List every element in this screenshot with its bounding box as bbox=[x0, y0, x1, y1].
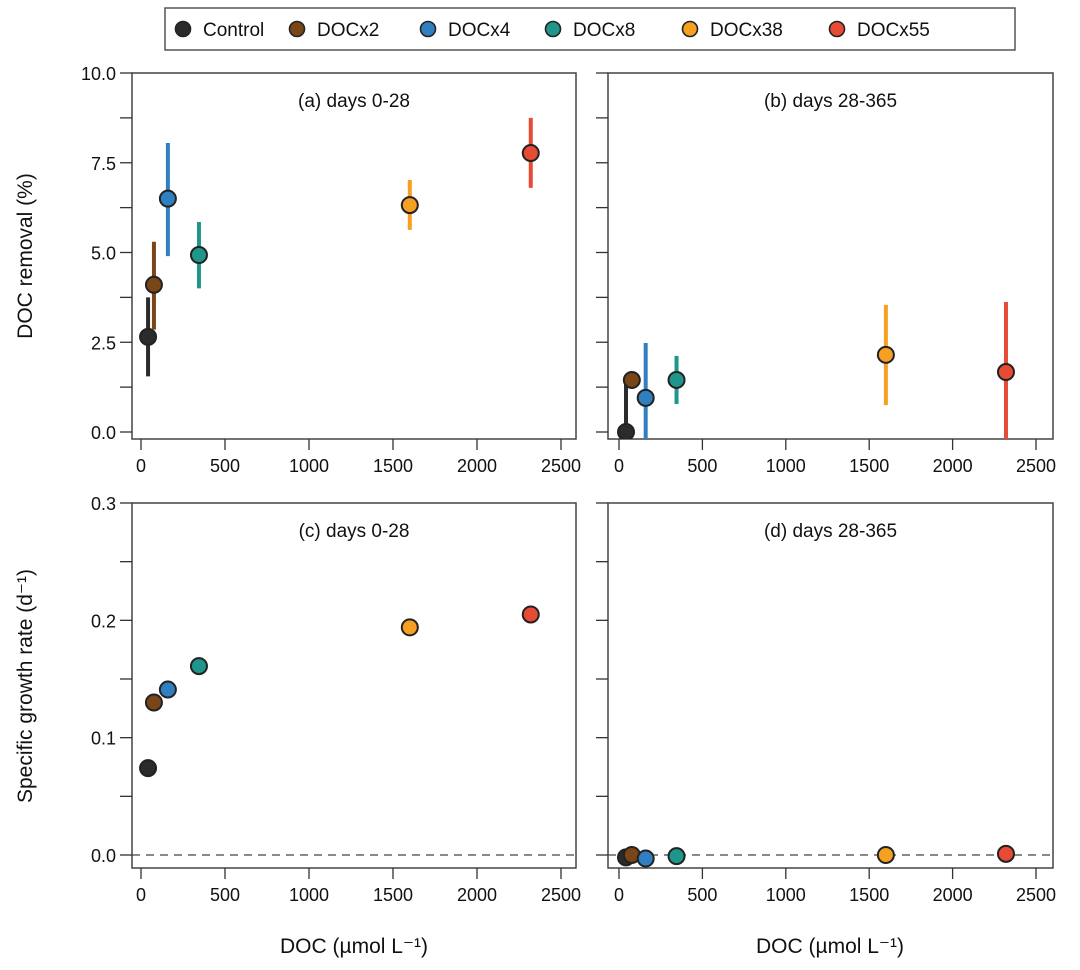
panel-title: (d) days 28-365 bbox=[764, 521, 897, 542]
x-tick-label: 0 bbox=[136, 885, 146, 905]
legend-item-control: Control bbox=[174, 20, 264, 41]
x-tick-label: 500 bbox=[210, 456, 240, 476]
x-tick-label: 2000 bbox=[457, 456, 497, 476]
point-docx55 bbox=[996, 363, 1015, 382]
x-axis-title-left: DOC (µmol L⁻¹) bbox=[280, 935, 428, 958]
panel-a: (a) days 0-28 0 500 1000 1500 2000 2500 0.0 2.5 5… bbox=[81, 64, 581, 476]
point-docx8 bbox=[189, 657, 208, 676]
panel-title: (a) days 0-28 bbox=[298, 91, 410, 112]
y-tick-label: 0.0 bbox=[91, 846, 116, 866]
data-layer bbox=[139, 605, 540, 778]
legend-marker-control bbox=[174, 20, 192, 38]
y-tick-label: 0.1 bbox=[91, 729, 116, 749]
x-tick-label: 1000 bbox=[766, 885, 806, 905]
point-docx8 bbox=[189, 246, 208, 265]
point-docx55 bbox=[996, 844, 1015, 863]
point-docx8 bbox=[667, 370, 686, 389]
x-tick-label: 1500 bbox=[849, 885, 889, 905]
legend-marker-docx38 bbox=[681, 20, 699, 38]
data-layer bbox=[139, 117, 540, 377]
point-docx4 bbox=[158, 189, 177, 208]
legend-label-docx2: DOCx2 bbox=[317, 20, 379, 41]
y-tick-label: 10.0 bbox=[81, 64, 116, 84]
x-tick-label: 500 bbox=[687, 885, 717, 905]
x-tick-label: 1000 bbox=[766, 456, 806, 476]
point-docx8 bbox=[667, 847, 686, 866]
legend-label-docx55: DOCx55 bbox=[857, 20, 930, 41]
point-docx4 bbox=[636, 388, 655, 407]
x-tick-label: 0 bbox=[136, 456, 146, 476]
y-tick-label: 2.5 bbox=[91, 333, 116, 353]
x-tick-label: 2000 bbox=[933, 456, 973, 476]
y-axis-title-bottom: Specific growth rate (d⁻¹) bbox=[14, 569, 37, 803]
point-control bbox=[617, 423, 636, 439]
plot-frame bbox=[607, 72, 1054, 440]
x-tick-label: 0 bbox=[614, 456, 624, 476]
y-tick-label: 5.0 bbox=[91, 244, 116, 264]
x-tick-label: 2000 bbox=[933, 885, 973, 905]
legend-label-docx4: DOCx4 bbox=[448, 20, 511, 41]
legend-item-docx38: DOCx38 bbox=[681, 20, 783, 41]
x-tick-label: 2000 bbox=[457, 885, 497, 905]
x-tick-label: 1500 bbox=[373, 456, 413, 476]
legend-label-control: Control bbox=[203, 20, 264, 41]
legend-item-docx2: DOCx2 bbox=[288, 20, 379, 41]
x-tick-label: 1500 bbox=[373, 885, 413, 905]
x-axis-title-right: DOC (µmol L⁻¹) bbox=[756, 935, 904, 958]
x-tick-label: 2500 bbox=[1016, 885, 1056, 905]
point-docx55 bbox=[521, 605, 540, 624]
legend-label-docx38: DOCx38 bbox=[710, 20, 783, 41]
legend-item-docx4: DOCx4 bbox=[419, 20, 511, 41]
point-control bbox=[139, 759, 158, 778]
point-docx2 bbox=[144, 275, 163, 294]
panel-d: (d) days 28-365 0 500 1000 1500 2000 2500 bbox=[596, 502, 1056, 905]
panel-b: (b) days 28-365 0 500 1000 1500 2000 2500 bbox=[596, 72, 1056, 476]
point-docx4 bbox=[636, 849, 655, 868]
panel-c: (c) days 0-28 0 500 1000 1500 2000 2500 0.0 0.1 0… bbox=[91, 494, 581, 905]
panel-title: (b) days 28-365 bbox=[764, 91, 897, 112]
point-docx38 bbox=[876, 345, 895, 364]
x-tick-label: 1000 bbox=[289, 885, 329, 905]
point-docx38 bbox=[400, 196, 419, 215]
x-tick-label: 2500 bbox=[1016, 456, 1056, 476]
y-tick-label: 7.5 bbox=[91, 154, 116, 174]
panel-title: (c) days 0-28 bbox=[299, 521, 410, 542]
legend-marker-docx8 bbox=[544, 20, 562, 38]
point-docx2 bbox=[622, 370, 641, 389]
legend-label-docx8: DOCx8 bbox=[573, 20, 635, 41]
plot-frame bbox=[131, 502, 577, 869]
y-tick-label: 0.0 bbox=[91, 423, 116, 443]
legend-marker-docx4 bbox=[419, 20, 437, 38]
y-tick-label: 0.2 bbox=[91, 611, 116, 631]
plot-frame bbox=[607, 502, 1054, 869]
point-docx55 bbox=[521, 144, 540, 163]
x-tick-label: 0 bbox=[614, 885, 624, 905]
x-tick-label: 2500 bbox=[541, 456, 581, 476]
y-tick-label: 0.3 bbox=[91, 494, 116, 514]
data-layer bbox=[617, 302, 1015, 439]
point-control bbox=[139, 327, 158, 346]
legend-item-docx8: DOCx8 bbox=[544, 20, 635, 41]
data-layer bbox=[617, 844, 1015, 868]
x-tick-label: 2500 bbox=[541, 885, 581, 905]
legend-marker-docx2 bbox=[288, 20, 306, 38]
legend-box bbox=[164, 7, 1016, 51]
point-docx38 bbox=[400, 618, 419, 637]
plot-frame bbox=[131, 72, 577, 440]
legend-item-docx55: DOCx55 bbox=[828, 20, 930, 41]
x-tick-label: 500 bbox=[687, 456, 717, 476]
y-axis-title-top: DOC removal (%) bbox=[14, 173, 37, 339]
x-tick-label: 1000 bbox=[289, 456, 329, 476]
legend-marker-docx55 bbox=[828, 20, 846, 38]
x-tick-label: 500 bbox=[210, 885, 240, 905]
point-docx2 bbox=[144, 693, 163, 712]
point-docx38 bbox=[876, 846, 895, 864]
x-tick-label: 1500 bbox=[849, 456, 889, 476]
point-docx4 bbox=[158, 680, 177, 699]
legend: Control DOCx2 DOCx4 DOCx8 DOCx38 DOCx55 bbox=[164, 7, 1016, 51]
